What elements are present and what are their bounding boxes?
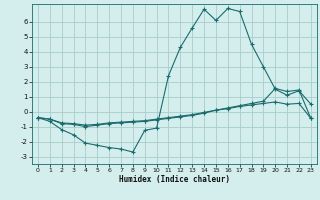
X-axis label: Humidex (Indice chaleur): Humidex (Indice chaleur) <box>119 175 230 184</box>
